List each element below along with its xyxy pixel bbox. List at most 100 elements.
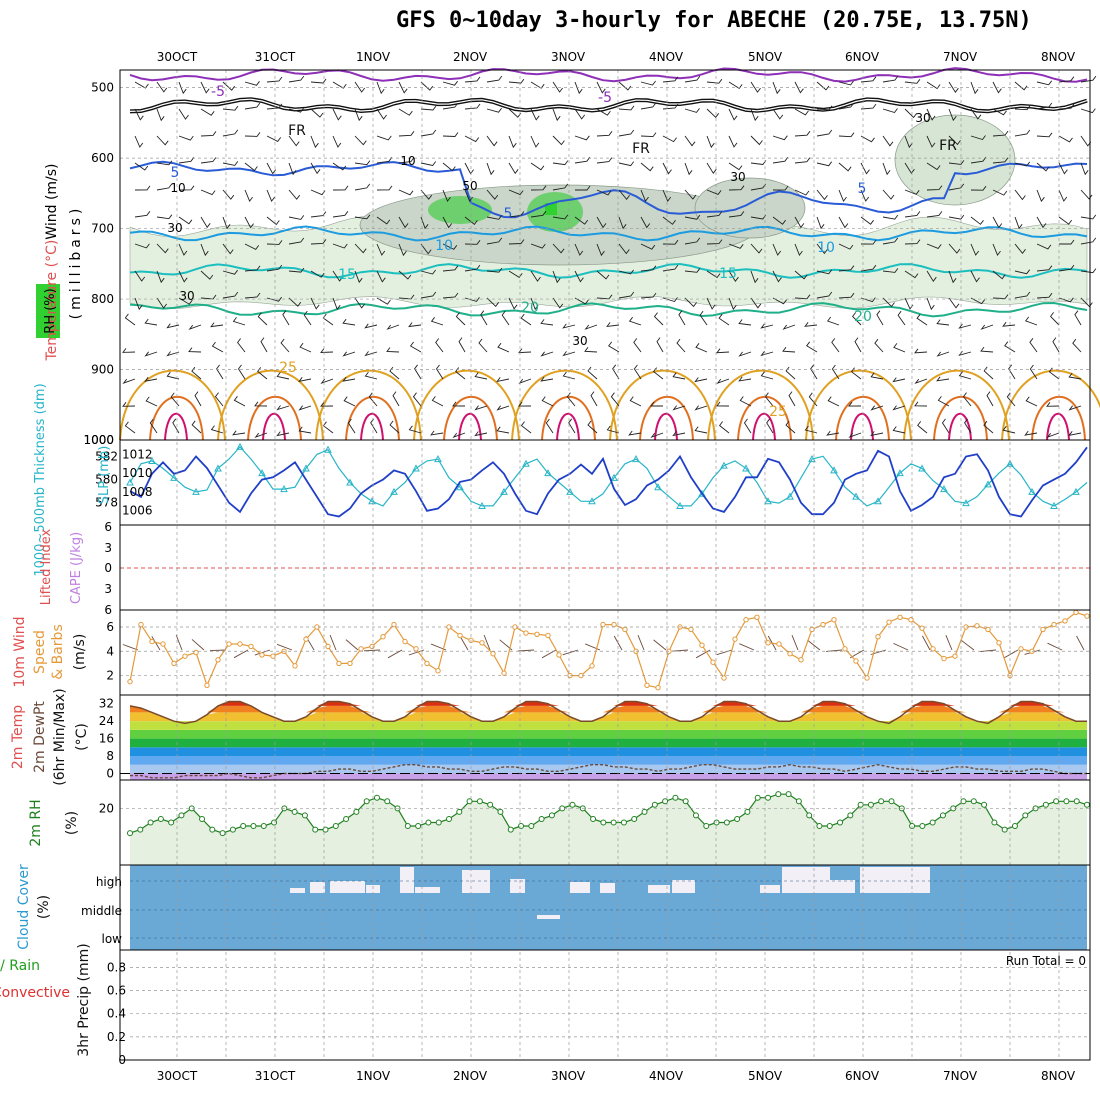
rh-point	[960, 798, 967, 805]
wind-barb	[892, 426, 906, 434]
wind-barb	[347, 418, 356, 434]
wind-barb	[574, 243, 584, 256]
ylabel-millibars: (millibars)	[68, 205, 84, 320]
wind-barb	[508, 270, 523, 279]
wind-barb	[200, 131, 217, 137]
wind-barb	[310, 189, 326, 196]
wind-barb	[816, 161, 833, 167]
wind-barb	[826, 430, 840, 436]
wind-barb	[486, 135, 498, 147]
wind-barb	[772, 216, 786, 225]
wind-barb	[1068, 372, 1082, 380]
slp-marker	[126, 478, 134, 486]
wind-barb	[640, 243, 656, 250]
date-label-top: 7NOV	[943, 50, 978, 64]
wind-barb	[874, 338, 884, 353]
wind-speed-point	[248, 643, 254, 650]
wind-barb-10m	[695, 649, 711, 659]
wind-barb	[782, 324, 796, 330]
wind-barb	[596, 157, 613, 164]
rh-point	[137, 826, 144, 833]
wind-barb	[633, 364, 642, 380]
wind-speed-point	[655, 685, 661, 691]
wind-barb	[354, 243, 367, 254]
ylabel-temp2m: 2m Temp	[10, 705, 26, 769]
wind-barb	[134, 243, 150, 249]
wind-barb	[332, 162, 347, 171]
pressure-tick: 1000	[83, 433, 114, 447]
wind-barb	[1080, 108, 1096, 114]
wind-barb	[728, 243, 744, 249]
wind-barb	[948, 135, 961, 146]
wind-barb-10m	[408, 649, 425, 656]
date-label-bottom: 8NOV	[1041, 1069, 1076, 1083]
rh-point	[199, 815, 206, 822]
cloud-tick: high	[96, 875, 122, 889]
wind-barb	[618, 81, 632, 91]
rh-point	[1042, 801, 1049, 808]
wind-barb	[958, 371, 972, 380]
wind-barb	[562, 371, 576, 380]
cloud-bar	[400, 867, 414, 893]
wind-barb	[508, 135, 517, 149]
wind-barb	[992, 270, 1006, 280]
wind-barb	[892, 377, 906, 383]
wind-barb	[948, 214, 965, 220]
wind-barb	[354, 183, 371, 191]
wind-barb	[606, 322, 620, 327]
rh-point	[981, 801, 988, 808]
wind-barb	[640, 162, 654, 172]
wind-barb-10m	[209, 649, 227, 652]
wind-barb	[464, 216, 478, 226]
slp-marker	[566, 487, 574, 495]
slp-marker	[764, 497, 772, 505]
wind-barb	[785, 366, 796, 380]
wind-barb	[222, 129, 239, 137]
rh-point	[1084, 801, 1090, 808]
wind-barb	[1029, 364, 1038, 380]
rh-point	[939, 812, 946, 819]
wind-barb	[772, 185, 789, 191]
wind-barb	[354, 135, 367, 146]
wind-barb	[750, 135, 763, 146]
rh-contour-label: 30	[179, 289, 194, 303]
temp-contour-label: FR	[632, 141, 650, 157]
date-label-bottom: 6NOV	[845, 1069, 880, 1083]
wind-barb	[420, 105, 437, 111]
wind-speed-point	[600, 621, 606, 628]
ylabel-slp: SLP (mb)	[97, 446, 112, 505]
wind-barb	[718, 421, 730, 434]
wind-speed-point	[820, 621, 826, 628]
wind-barb	[552, 270, 561, 284]
wind-barb	[145, 396, 158, 407]
wind-barb	[474, 372, 488, 380]
wind-barb	[310, 239, 327, 245]
wind-barb	[530, 135, 540, 148]
wind-barb	[332, 81, 347, 89]
wind-barb	[1072, 338, 1082, 353]
wind-barb	[508, 78, 525, 84]
wind-barb	[684, 268, 701, 273]
wind-barb	[584, 324, 598, 330]
wind-speed-point	[941, 655, 947, 662]
wind-barb	[926, 162, 941, 171]
wind-barb	[178, 81, 187, 95]
temp-contour-30	[639, 395, 694, 441]
temperature-line	[129, 700, 1087, 725]
rh-point	[507, 826, 514, 833]
wind-barb	[596, 81, 606, 94]
thickness-tick: 578	[95, 496, 118, 510]
wind-barb	[310, 270, 325, 278]
date-label-top: 2NOV	[453, 50, 488, 64]
temp-contour-25	[413, 369, 520, 441]
wind-barb	[926, 81, 941, 90]
cloud-bar	[648, 885, 670, 893]
rh-point	[271, 819, 278, 826]
wind-barb	[826, 316, 840, 326]
wind-speed-point	[1018, 646, 1024, 652]
wind-barb	[398, 243, 407, 257]
wind-barb	[496, 377, 510, 383]
wind-barb	[816, 291, 833, 299]
temp-contour-35	[458, 412, 482, 441]
temp-contour-30	[345, 395, 400, 441]
